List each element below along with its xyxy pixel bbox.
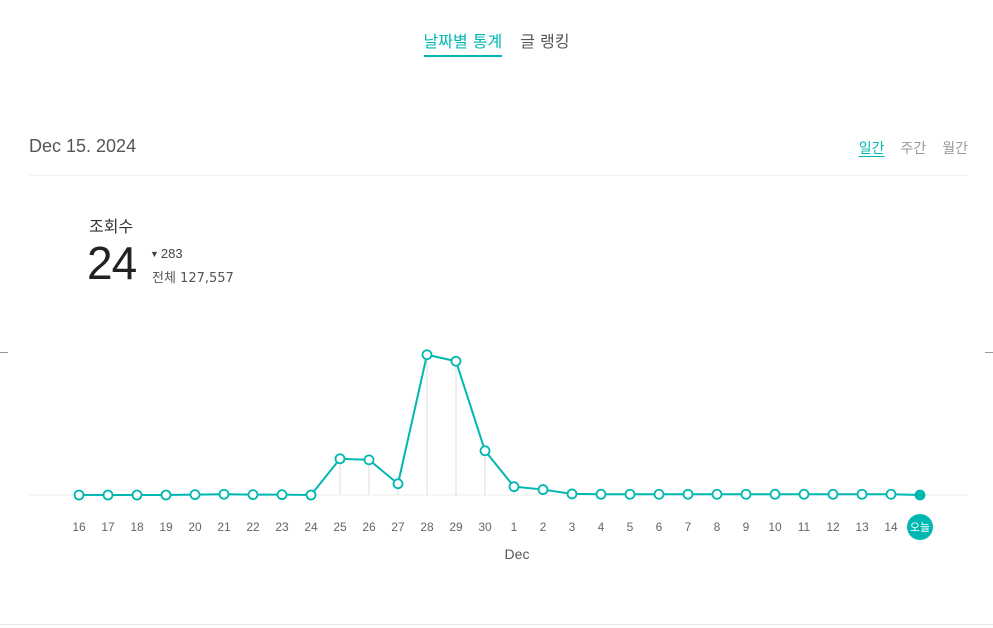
date-title: Dec 15. 2024 (29, 136, 137, 156)
x-tick-label: 11 (798, 520, 811, 534)
data-point (334, 453, 346, 465)
data-point (624, 488, 636, 500)
x-tick-label: 21 (217, 520, 231, 534)
data-point (827, 488, 839, 500)
x-tick-label-today: 오늘 (910, 521, 930, 534)
data-point (566, 488, 578, 500)
x-tick-label: 27 (391, 520, 405, 534)
x-tick-label: 3 (569, 520, 576, 534)
x-tick-label: 29 (449, 520, 463, 534)
views-change-value: 283 (160, 246, 183, 261)
tab-post-ranking[interactable]: 글 랭킹 (520, 32, 570, 51)
data-point (392, 478, 404, 490)
data-point (450, 355, 462, 367)
data-point (363, 454, 375, 466)
x-tick-label: 1 (511, 520, 518, 534)
stats-tabs: 날짜별 통계 글 랭킹 (0, 28, 993, 57)
bottom-divider (0, 624, 993, 625)
x-tick-label: 19 (159, 520, 173, 534)
data-point (856, 488, 868, 500)
x-tick-label: 4 (598, 520, 605, 534)
today-badge (907, 514, 933, 540)
period-weekly[interactable]: 주간 (900, 141, 927, 157)
x-tick-label: 14 (884, 520, 898, 534)
x-tick-label: 5 (627, 520, 634, 534)
x-tick-label: 13 (855, 520, 869, 534)
data-point (508, 481, 520, 493)
period-switch: 일간 주간 월간 (859, 138, 968, 158)
date-header: Dec 15. 2024 일간 주간 월간 (29, 136, 968, 176)
data-point (798, 488, 810, 500)
data-point (276, 489, 288, 501)
x-axis-month-label: Dec (505, 546, 530, 562)
x-tick-label: 16 (72, 520, 86, 534)
data-point (160, 489, 172, 501)
x-tick-label: 24 (304, 520, 318, 534)
x-tick-label: 6 (656, 520, 663, 534)
data-point (102, 489, 114, 501)
x-tick-label: 25 (333, 520, 347, 534)
tab-daily-stats[interactable]: 날짜별 통계 (423, 28, 503, 57)
data-point (769, 488, 781, 500)
views-total: 전체 127,557 (152, 271, 234, 286)
x-tick-label: 18 (130, 520, 144, 534)
x-tick-label: 20 (188, 520, 202, 534)
data-point (537, 484, 549, 495)
data-point (885, 488, 897, 500)
chart-edge-mark-right (985, 352, 993, 353)
series-line (79, 353, 921, 496)
data-point (247, 489, 259, 501)
period-monthly[interactable]: 월간 (942, 141, 968, 157)
data-point (711, 488, 723, 500)
period-daily[interactable]: 일간 (858, 141, 885, 157)
data-point (595, 488, 607, 500)
x-tick-label: 10 (768, 520, 782, 534)
x-tick-label: 9 (743, 520, 750, 534)
data-point (653, 488, 665, 500)
x-tick-label: 17 (101, 520, 115, 534)
data-point (305, 489, 317, 501)
chart-edge-mark-left (0, 352, 8, 353)
views-count: 24 (87, 237, 137, 289)
x-tick-label: 22 (246, 520, 260, 534)
views-label: 조회수 (89, 217, 134, 236)
x-tick-label: 30 (478, 520, 492, 534)
data-point (131, 489, 143, 501)
x-tick-label: 23 (275, 520, 289, 534)
data-point (218, 488, 230, 500)
data-point (189, 489, 201, 501)
down-triangle-icon: ▼ (150, 249, 159, 259)
data-point (682, 488, 694, 500)
data-point (479, 445, 491, 457)
data-point (914, 489, 926, 501)
views-change: ▼ 283 (150, 246, 183, 261)
x-tick-label: 2 (540, 520, 547, 534)
x-tick-label: 12 (826, 520, 840, 534)
x-tick-label: 26 (362, 520, 376, 534)
x-tick-label: 8 (714, 520, 721, 534)
data-point (421, 349, 433, 361)
data-point (73, 489, 85, 501)
x-tick-label: 28 (420, 520, 434, 534)
data-point (740, 488, 752, 500)
x-tick-label: 7 (685, 520, 692, 534)
